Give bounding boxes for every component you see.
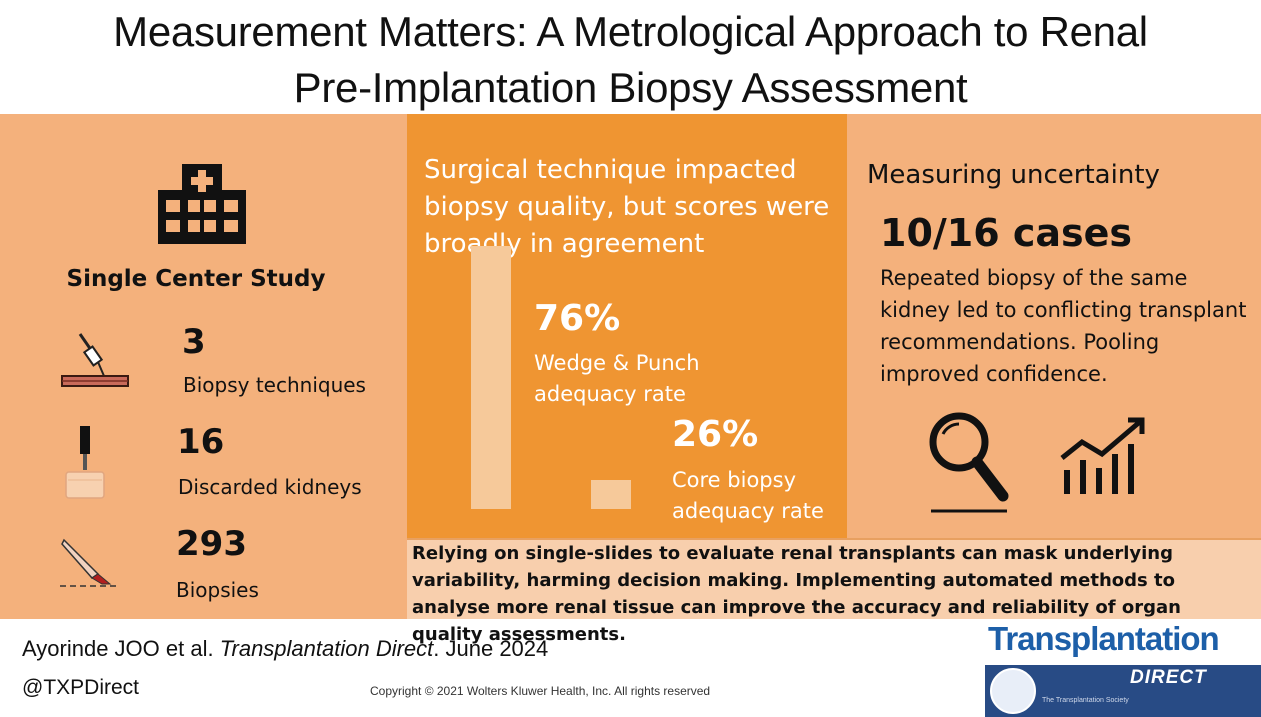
biopsy-needle-icon	[61, 333, 129, 387]
journal-logo-name: Transplantation	[988, 620, 1220, 657]
hospital-icon	[158, 164, 246, 244]
stat-biopsies-value: 293	[176, 524, 247, 564]
magnifier-icon	[929, 412, 1009, 513]
uncertainty-text: Repeated biopsy of the same kidney led t…	[880, 266, 1247, 386]
society-name: The Transplantation Society	[1042, 697, 1129, 704]
core-biopsy-value: 26%	[672, 414, 759, 455]
stat-kidneys-value: 16	[177, 422, 225, 462]
wedge-punch-bar	[471, 246, 511, 509]
core-biopsy-bar	[591, 480, 631, 509]
infographic-title: Measurement Matters: A Metrological Appr…	[0, 0, 1261, 114]
uncertainty-heading: Measuring uncertainty	[867, 160, 1160, 190]
growth-chart-icon	[1060, 417, 1145, 494]
wedge-punch-value: 76%	[534, 298, 621, 339]
scalpel-icon	[60, 538, 116, 587]
uncertainty-cases: 10/16 cases	[880, 211, 1133, 255]
citation-authors: Ayorinde JOO et al.	[22, 636, 220, 661]
stat-techniques-label: Biopsy techniques	[183, 373, 366, 397]
stat-kidneys-label: Discarded kidneys	[178, 475, 362, 499]
copyright-notice: Copyright © 2021 Wolters Kluwer Health, …	[370, 684, 711, 698]
conclusion-panel	[407, 538, 1261, 619]
technique-heading: Surgical technique impacted biopsy quali…	[424, 155, 830, 259]
wedge-punch-label-1: Wedge & Punch	[534, 351, 700, 375]
core-biopsy-label-2: adequacy rate	[672, 499, 824, 523]
society-seal-icon	[990, 668, 1036, 714]
conclusion-text: Relying on single-slides to evaluate ren…	[412, 543, 1181, 645]
journal-logo-sub: DIRECT	[1130, 667, 1207, 688]
title-line-2: Pre-Implantation Biopsy Assessment	[293, 64, 968, 111]
core-biopsy-label-1: Core biopsy	[672, 468, 796, 492]
twitter-handle[interactable]: @TXPDirect	[22, 676, 139, 699]
stat-techniques-value: 3	[182, 322, 206, 362]
uncertainty-panel	[847, 114, 1261, 538]
wedge-punch-label-2: adequacy rate	[534, 382, 686, 406]
citation-date: . June 2024	[433, 636, 549, 661]
stat-biopsies-label: Biopsies	[176, 578, 259, 602]
title-line-1: Measurement Matters: A Metrological Appr…	[113, 8, 1148, 55]
citation: Ayorinde JOO et al. Transplantation Dire…	[22, 636, 548, 662]
study-heading: Single Center Study	[66, 266, 326, 292]
punch-tool-icon	[65, 426, 105, 499]
citation-journal: Transplantation Direct	[219, 636, 434, 661]
